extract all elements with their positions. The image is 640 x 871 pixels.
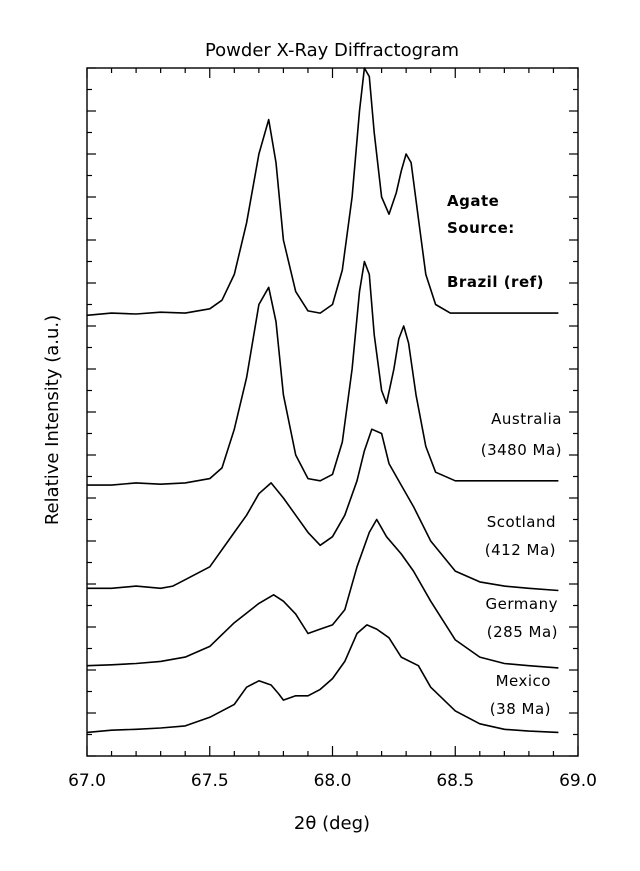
axis-ticks <box>86 67 579 757</box>
series-label-3-line-1: (285 Ma) <box>487 623 558 641</box>
series-line-2 <box>87 428 559 592</box>
series-label-4-line-1: (38 Ma) <box>490 700 551 718</box>
x-tick-label: 68.0 <box>314 771 352 791</box>
x-tick-labels: 67.0 67.5 68.0 68.5 69.0 <box>68 771 597 791</box>
series-label-3-line-0: Germany <box>486 595 558 613</box>
legend-header: Agate Source: <box>447 192 515 237</box>
chart-title: Powder X-Ray Diffractogram <box>205 40 459 61</box>
legend-header-line-1: Agate <box>447 192 499 210</box>
y-axis-label: Relative Intensity (a.u.) <box>42 315 63 525</box>
series-label-1-line-1: (3480 Ma) <box>481 441 562 459</box>
series-line-0 <box>86 67 559 317</box>
x-tick-label: 67.5 <box>191 771 229 791</box>
series-traces <box>86 67 559 734</box>
x-tick-label: 69.0 <box>559 771 597 791</box>
series-label-2-line-1: (412 Ma) <box>485 541 556 559</box>
series-label-0-line-0: Brazil (ref) <box>447 273 544 291</box>
x-tick-label: 67.0 <box>68 771 106 791</box>
series-line-1 <box>87 260 559 486</box>
series-labels: Brazil (ref) Australia (3480 Ma) Scotland (4… <box>447 273 562 718</box>
legend-header-line-2: Source: <box>447 219 515 237</box>
series-label-2-line-0: Scotland <box>487 513 556 531</box>
series-label-4-line-0: Mexico <box>496 672 551 690</box>
series-line-4 <box>86 624 559 734</box>
x-tick-label: 68.5 <box>436 771 474 791</box>
series-label-1-line-0: Australia <box>491 410 562 428</box>
plot-frame <box>86 67 579 757</box>
x-axis-label: 2θ (deg) <box>294 813 370 834</box>
series-line-3 <box>86 518 559 669</box>
